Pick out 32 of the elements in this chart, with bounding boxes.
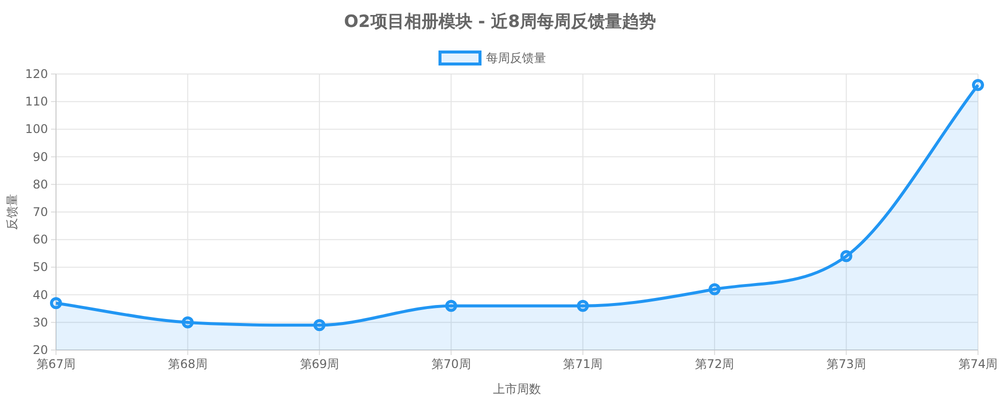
legend-label: 每周反馈量: [486, 51, 546, 65]
x-tick-label: 第73周: [826, 357, 866, 371]
point: [972, 79, 984, 92]
point: [445, 300, 458, 312]
chart-title: O2项目相册模块 - 近8周每周反馈量趋势: [344, 12, 656, 32]
x-axis-title: 上市周数: [493, 382, 541, 396]
y-tick-label: 50: [32, 260, 48, 274]
x-tick-label: 第68周: [168, 357, 208, 371]
y-tick-label: 90: [32, 150, 48, 164]
y-tick-label: 60: [32, 232, 48, 247]
point: [182, 316, 194, 328]
legend: 每周反馈量: [438, 50, 546, 66]
point: [576, 300, 589, 312]
point: [50, 297, 62, 310]
x-tick-label: 第74周: [958, 357, 998, 371]
x-tick-label: 第71周: [563, 357, 602, 371]
point: [708, 283, 721, 296]
y-tick-label: 70: [32, 205, 48, 219]
point: [313, 319, 326, 332]
x-tick-label: 第69周: [300, 357, 340, 371]
x-tick-label: 第67周: [36, 357, 76, 371]
y-tick-label: 20: [32, 343, 48, 357]
x-tick-label: 第70周: [432, 357, 471, 371]
y-tick-label: 120: [25, 67, 48, 81]
y-tick-label: 40: [32, 288, 48, 302]
y-tick-label: 110: [25, 94, 48, 109]
y-axis-title: 反馈量: [5, 194, 19, 230]
y-tick-label: 80: [32, 177, 48, 192]
point: [840, 250, 852, 262]
y-tick-label: 100: [25, 122, 48, 136]
x-tick-label: 第72周: [694, 357, 734, 371]
y-tick-label: 30: [32, 315, 48, 330]
